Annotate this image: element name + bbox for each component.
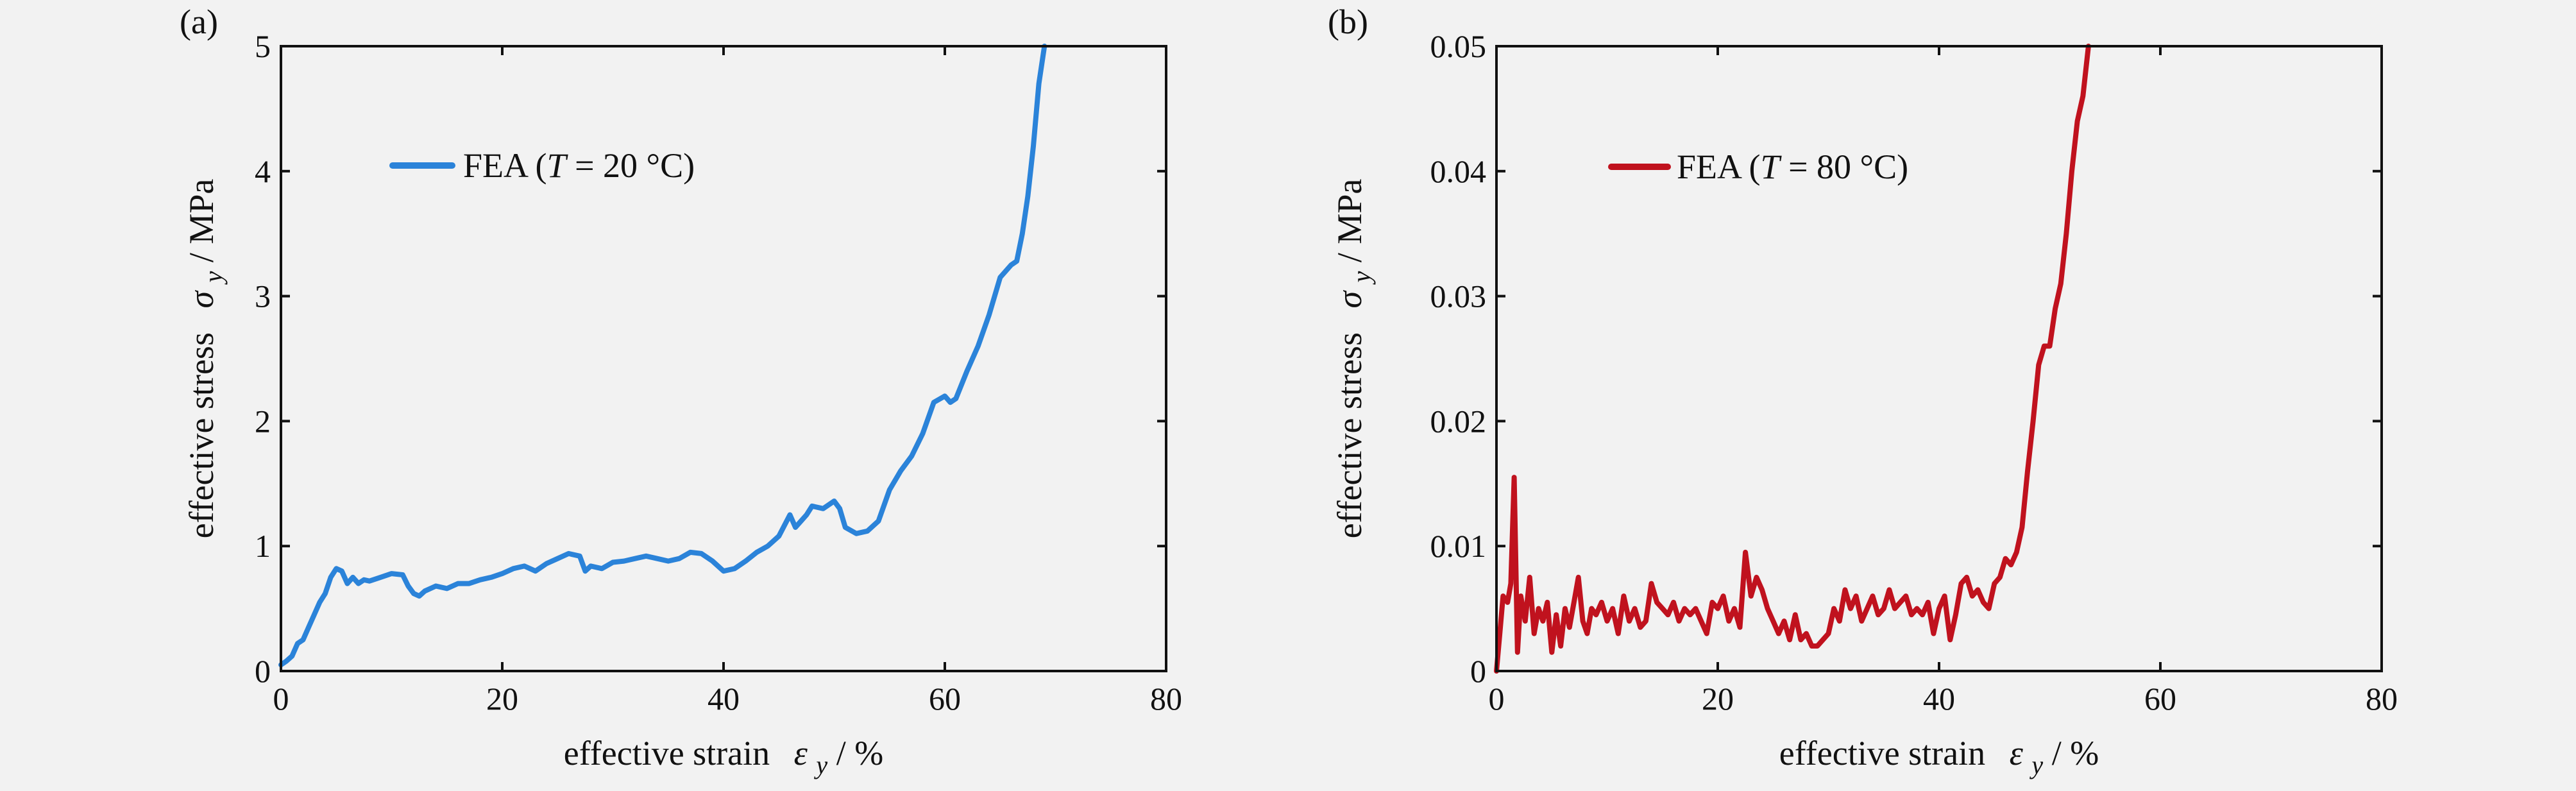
x-axis-label-a: effective strain ε y / % <box>564 734 883 781</box>
legend-label-a: FEA (T = 20 °C) <box>463 146 695 185</box>
y-tick-label-b-5: 0.05 <box>1430 28 1487 64</box>
y-tick-label-b-2: 0.02 <box>1430 403 1487 439</box>
y-tick-label-a-1: 1 <box>255 528 271 564</box>
x-tick-label-b-2: 40 <box>1923 681 1955 717</box>
x-tick-label-a-1: 20 <box>486 681 518 717</box>
y-tick-label-a-5: 5 <box>255 28 271 64</box>
panel-a: (a) 0 20 40 60 80 0 1 2 3 4 5 effective strain ε y… <box>180 3 1182 781</box>
legend-label-b: FEA (T = 80 °C) <box>1677 148 1908 186</box>
y-tick-label-b-1: 0.01 <box>1430 528 1487 564</box>
x-tick-label-a-0: 0 <box>273 681 289 717</box>
y-tick-label-b-0: 0 <box>1470 653 1486 689</box>
x-tick-label-b-1: 20 <box>1702 681 1734 717</box>
legend-a: FEA (T = 20 °C) <box>389 146 695 185</box>
series-line-b-0 <box>1494 44 2091 674</box>
plot-frame-b <box>1495 45 2383 672</box>
series-line-a-0 <box>278 44 1047 668</box>
plot-frame-a <box>280 45 1167 672</box>
x-tick-label-a-3: 60 <box>929 681 961 717</box>
x-axis-label-b: effective strain ε y / % <box>1779 734 2099 781</box>
panel-a-label: (a) <box>180 3 218 41</box>
y-tick-label-a-4: 4 <box>255 153 271 189</box>
x-tick-label-b-3: 60 <box>2144 681 2176 717</box>
x-tick-label-b-4: 80 <box>2366 681 2398 717</box>
y-tick-label-a-0: 0 <box>255 653 271 689</box>
y-tick-label-b-4: 0.04 <box>1430 153 1487 189</box>
plot-area-a: 0 20 40 60 80 0 1 2 3 4 5 <box>255 28 1182 717</box>
y-axis-label-b: effective stress σ y / MPa <box>1330 179 1378 539</box>
y-axis-label-a: effective stress σ y / MPa <box>182 179 230 539</box>
x-tick-label-b-0: 0 <box>1489 681 1505 717</box>
y-tick-label-a-3: 3 <box>255 278 271 314</box>
legend-b: FEA (T = 80 °C) <box>1608 148 1908 186</box>
y-tick-label-a-2: 2 <box>255 403 271 439</box>
panel-b: (b) 0 20 40 60 80 0 0.01 0.02 0.03 0.04 0.05 effec… <box>1328 3 2398 781</box>
x-tick-label-a-2: 40 <box>708 681 740 717</box>
panel-b-label: (b) <box>1328 3 1368 41</box>
x-tick-label-a-4: 80 <box>1150 681 1182 717</box>
plot-area-b: 0 20 40 60 80 0 0.01 0.02 0.03 0.04 0.05 <box>1430 28 2398 717</box>
y-tick-label-b-3: 0.03 <box>1430 278 1487 314</box>
